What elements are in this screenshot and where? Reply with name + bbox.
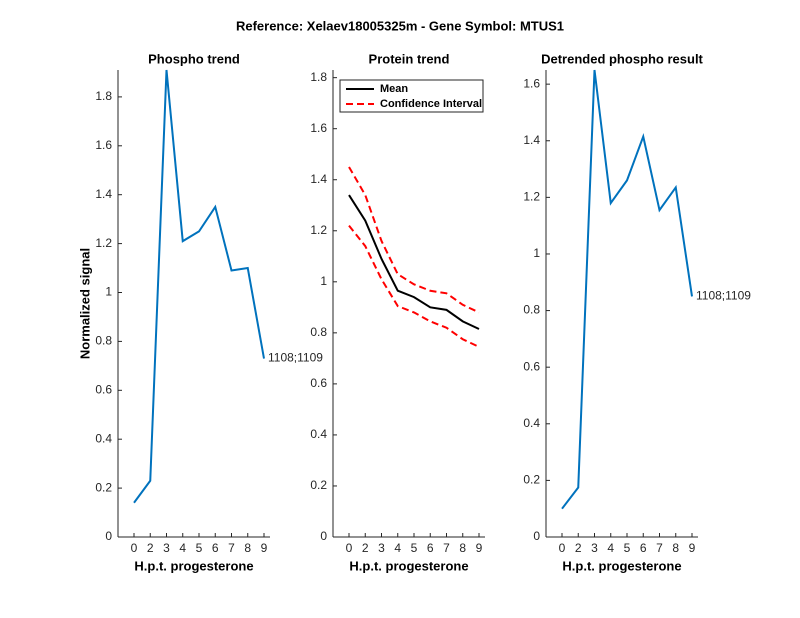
y-axis-label: Normalized signal <box>77 248 92 359</box>
y-tick-label: 0.2 <box>95 480 112 494</box>
x-tick-label: 4 <box>607 541 614 555</box>
x-tick-label: 3 <box>591 541 598 555</box>
axis-title: Detrended phospho result <box>541 51 703 66</box>
y-tick-label: 1.2 <box>95 236 112 250</box>
y-tick-label: 0.6 <box>310 376 327 390</box>
x-tick-label: 8 <box>244 541 251 555</box>
x-axis-label: H.p.t. progesterone <box>134 558 253 573</box>
y-tick-label: 0.8 <box>523 303 540 317</box>
x-tick-label: 7 <box>228 541 235 555</box>
legend-label: Mean <box>380 83 408 95</box>
y-tick-label: 0.8 <box>310 325 327 339</box>
y-tick-label: 1.6 <box>95 138 112 152</box>
x-tick-label: 2 <box>147 541 154 555</box>
data-line <box>348 194 480 330</box>
x-tick-label: 5 <box>624 541 631 555</box>
y-tick-label: 1.6 <box>523 76 540 90</box>
y-tick-label: 0.4 <box>523 416 540 430</box>
legend-label: Confidence Interval <box>380 98 482 110</box>
x-tick-label: 5 <box>196 541 203 555</box>
y-tick-label: 0.8 <box>95 334 112 348</box>
x-tick-label: 7 <box>656 541 663 555</box>
x-tick-label: 6 <box>640 541 647 555</box>
y-tick-label: 0.4 <box>310 427 327 441</box>
y-tick-label: 1.4 <box>310 172 327 186</box>
x-tick-label: 0 <box>131 541 138 555</box>
y-tick-label: 1.2 <box>310 223 327 237</box>
x-tick-label: 0 <box>346 541 353 555</box>
annotation: 1108;1109 <box>268 351 323 365</box>
y-tick-label: 1.8 <box>95 89 112 103</box>
y-tick-label: 1 <box>105 285 112 299</box>
y-tick-label: 1.6 <box>310 121 327 135</box>
x-tick-label: 5 <box>411 541 418 555</box>
y-tick-label: 1.8 <box>310 70 327 84</box>
y-tick-label: 1 <box>533 246 540 260</box>
legend-box <box>339 79 484 113</box>
y-tick-label: 0.6 <box>95 382 112 396</box>
x-tick-label: 4 <box>394 541 401 555</box>
x-tick-label: 9 <box>476 541 483 555</box>
x-axis-label: H.p.t. progesterone <box>349 558 468 573</box>
x-tick-label: 3 <box>378 541 385 555</box>
y-tick-label: 0.4 <box>95 431 112 445</box>
data-line <box>561 69 693 510</box>
y-tick-label: 0.2 <box>523 473 540 487</box>
x-tick-label: 9 <box>261 541 268 555</box>
data-line <box>348 166 480 314</box>
x-tick-label: 6 <box>427 541 434 555</box>
figure-title: Reference: Xelaev18005325m - Gene Symbol… <box>236 18 564 33</box>
x-tick-label: 6 <box>212 541 219 555</box>
y-tick-label: 1.2 <box>523 190 540 204</box>
y-tick-label: 0.6 <box>523 359 540 373</box>
axis-title: Protein trend <box>369 51 450 66</box>
x-tick-label: 8 <box>672 541 679 555</box>
y-tick-label: 0 <box>320 529 327 543</box>
data-line <box>348 225 480 348</box>
annotation: 1108;1109 <box>696 289 751 303</box>
y-tick-label: 0.2 <box>310 478 327 492</box>
x-tick-label: 2 <box>575 541 582 555</box>
x-axis-label: H.p.t. progesterone <box>562 558 681 573</box>
x-tick-label: 3 <box>163 541 170 555</box>
y-tick-label: 0 <box>533 529 540 543</box>
x-tick-label: 9 <box>689 541 696 555</box>
x-tick-label: 2 <box>362 541 369 555</box>
y-tick-label: 1 <box>320 274 327 288</box>
y-tick-label: 0 <box>105 529 112 543</box>
y-tick-label: 1.4 <box>523 133 540 147</box>
y-tick-label: 1.4 <box>95 187 112 201</box>
x-tick-label: 0 <box>559 541 566 555</box>
data-line <box>133 69 265 504</box>
x-tick-label: 4 <box>179 541 186 555</box>
x-tick-label: 7 <box>443 541 450 555</box>
axis-title: Phospho trend <box>148 51 240 66</box>
x-tick-label: 8 <box>459 541 466 555</box>
